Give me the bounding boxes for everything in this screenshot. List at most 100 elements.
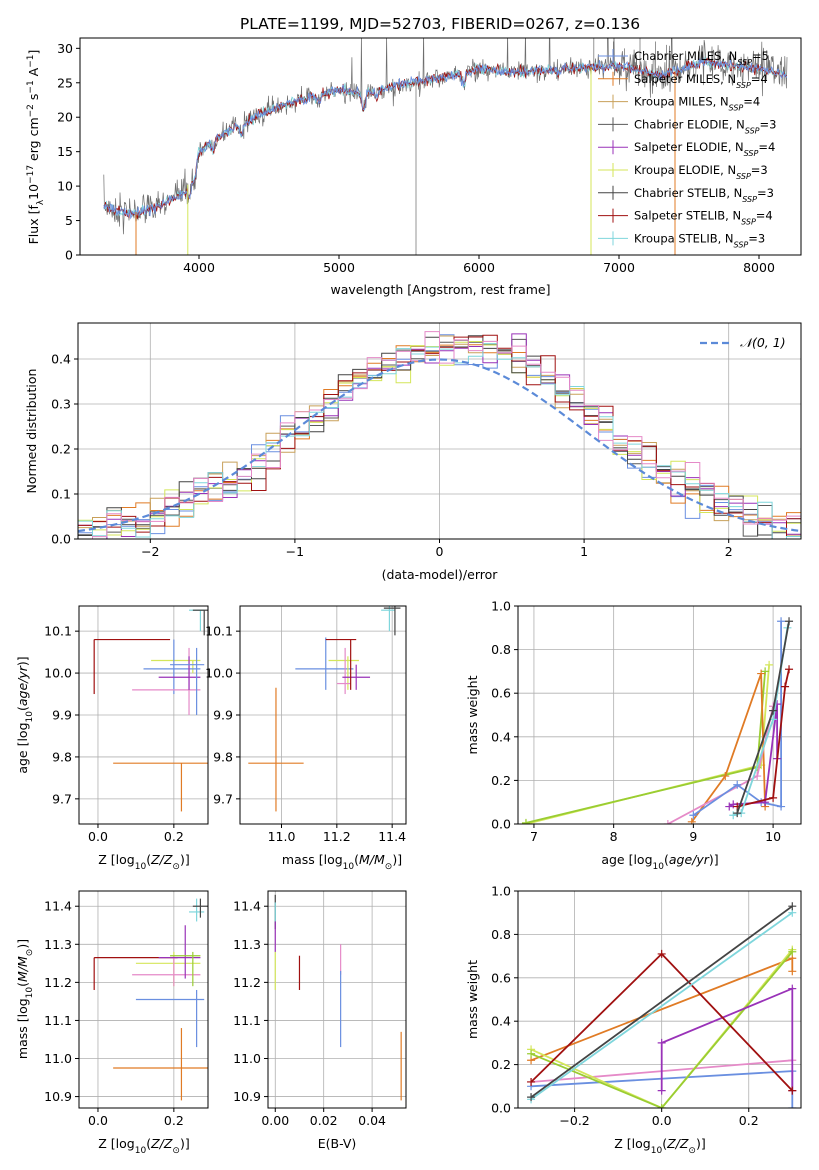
weight-marker [788, 902, 797, 911]
x-tick-label: 7000 [603, 260, 635, 275]
weight-marker [733, 809, 742, 818]
y-tick-label: 20 [57, 110, 73, 125]
y-tick-label: 10.1 [44, 624, 72, 639]
y-tick-label: 10.0 [205, 666, 233, 681]
x-tick-label: −1 [286, 544, 304, 559]
weight-marker [788, 1086, 797, 1095]
y-tick-label: 0 [65, 248, 73, 263]
y-tick-label: 0.3 [51, 397, 71, 412]
weight-marker [527, 1093, 536, 1102]
x-tick-label: 10 [765, 829, 781, 844]
y-tick-label: 9.9 [213, 708, 233, 723]
y-tick-label: 11.2 [233, 975, 261, 990]
weight-line [530, 905, 793, 1098]
legend: Chabrier MILES, NSSP=5 Salpeter MILES, NS… [598, 49, 776, 249]
x-tick-label: 8 [610, 829, 618, 844]
y-axis-label: mass weight [465, 960, 480, 1039]
y-tick-label: 10.0 [44, 666, 72, 681]
x-axis-label: age [log10(age/yr)] [601, 852, 718, 872]
y-axis-label: Normed distribution [24, 369, 39, 494]
weight-marker [689, 811, 698, 820]
legend-label: Kroupa STELIB, NSSP=3 [634, 231, 765, 249]
weight-marker [769, 793, 778, 802]
weight-marker [657, 1038, 666, 1047]
y-tick-label: 9.8 [52, 749, 72, 764]
x-tick-label: 0.2 [739, 1113, 759, 1128]
x-tick-label: 0.2 [164, 829, 184, 844]
x-tick-label: 5000 [323, 260, 355, 275]
weight-line [525, 671, 766, 824]
weight-marker [663, 820, 672, 824]
x-tick-label: 0.0 [652, 1113, 672, 1128]
y-tick-label: 9.8 [213, 749, 233, 764]
x-tick-label: 0 [436, 544, 444, 559]
axes-frame [517, 890, 802, 1109]
weight-line [691, 673, 766, 823]
normal-curve [78, 358, 801, 533]
y-axis-label: mass [log10(M/M⊙)] [15, 939, 35, 1059]
weight-marker [765, 660, 774, 669]
weight-line [660, 987, 794, 1091]
weight-marker [788, 967, 797, 976]
weight-marker [657, 1104, 666, 1108]
weight-marker [785, 665, 794, 674]
x-tick-label: 9 [689, 829, 697, 844]
weight-marker [521, 818, 530, 824]
x-tick-label: 0.04 [358, 1113, 386, 1128]
x-tick-label: 11.4 [378, 829, 406, 844]
axes-frame [79, 37, 802, 256]
y-tick-label: 0.6 [491, 970, 511, 985]
y-tick-label: 0.2 [491, 1057, 511, 1072]
weight-marker [729, 811, 738, 820]
panel-residuals: −2 −1 0 1 2 0.0 0.1 0.2 0.3 0.4 𝒩(0, 1) (data-model… [24, 322, 802, 582]
legend-label: Salpeter STELIB, NSSP=4 [634, 209, 773, 227]
panel-spectrum: 4000 5000 6000 7000 8000 0 5 10 15 20 25 30 waveleng… [26, 37, 802, 297]
y-tick-label: 9.9 [52, 708, 72, 723]
y-axis-label: mass weight [465, 675, 480, 754]
y-tick-label: 0.8 [491, 642, 511, 657]
x-axis-label: Z [log10(Z/Z⊙)] [614, 1136, 705, 1156]
y-tick-label: 11.4 [44, 899, 72, 914]
weight-marker [657, 949, 666, 958]
axes-frame [267, 890, 407, 1109]
x-tick-label: 11.2 [323, 829, 351, 844]
weight-marker [781, 682, 790, 691]
x-tick-label: −2 [141, 544, 159, 559]
weight-line [736, 669, 790, 808]
legend-label: Chabrier ELODIE, NSSP=3 [634, 117, 776, 135]
x-tick-label: 0.2 [164, 1113, 184, 1128]
x-tick-label: 2 [725, 544, 733, 559]
weight-marker [788, 947, 797, 956]
x-tick-label: 7 [530, 829, 538, 844]
y-tick-label: 0.2 [491, 773, 511, 788]
weight-marker [788, 1104, 797, 1108]
x-axis-label: wavelength [Angstrom, rest frame] [330, 282, 550, 297]
plot-area [521, 617, 794, 824]
y-tick-label: 9.7 [52, 791, 72, 806]
y-tick-label: 11.3 [44, 937, 72, 952]
x-axis-label: E(B-V) [318, 1136, 357, 1151]
weight-marker [777, 802, 786, 811]
y-tick-label: 30 [57, 41, 73, 56]
panel-massweight_vs_Z: −0.2 0.0 0.2 0.0 0.2 0.4 0.6 0.8 1.0 Z [log10(Z/Z… [465, 884, 802, 1156]
y-tick-label: 15 [57, 144, 73, 159]
x-tick-label: −0.2 [559, 1113, 589, 1128]
y-tick-label: 0.6 [491, 686, 511, 701]
x-tick-label: 0.00 [261, 1113, 289, 1128]
x-axis-label: mass [log10(M/M⊙)] [282, 852, 402, 872]
y-tick-label: 0.8 [491, 927, 511, 942]
plot-area [274, 894, 402, 1101]
x-axis-label: Z [log10(Z/Z⊙)] [98, 852, 189, 872]
y-tick-label: 10.9 [233, 1089, 261, 1104]
y-axis-label: age [log10(age/yr)] [15, 656, 35, 773]
weight-line [530, 951, 793, 1108]
y-tick-label: 1.0 [491, 599, 511, 614]
plot-area [78, 331, 801, 539]
y-tick-label: 0.2 [51, 442, 71, 457]
y-tick-label: 11.4 [233, 899, 261, 914]
x-tick-label: 0.0 [88, 1113, 108, 1128]
x-tick-label: 11.0 [268, 829, 296, 844]
legend-label: Salpeter ELODIE, NSSP=4 [634, 140, 775, 158]
legend-label: Salpeter MILES, NSSP=4 [634, 72, 768, 90]
